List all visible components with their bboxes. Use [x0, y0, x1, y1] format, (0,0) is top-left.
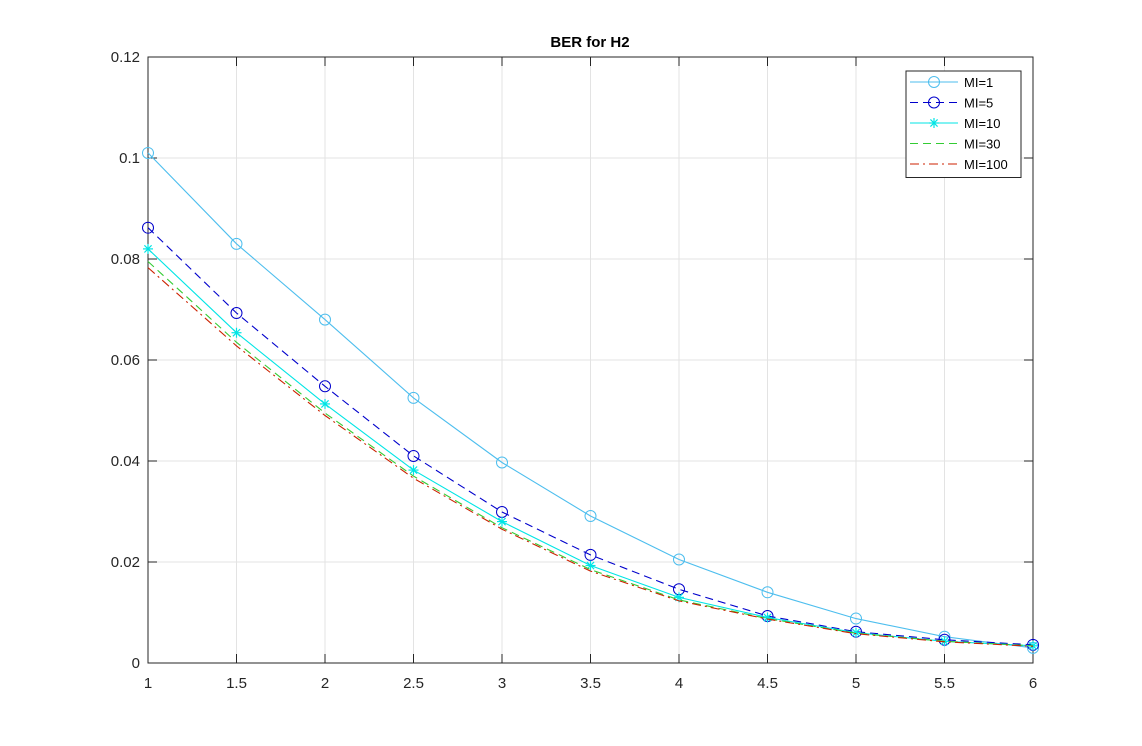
- axes: 1 1.5 2 2.5 3 3.5 4 4.5 5 5.5 6 0 0.02 0.04 0.06 0.08 0.…: [111, 49, 1037, 692]
- star-stroke: [143, 244, 153, 253]
- data-point: [320, 398, 330, 409]
- x-tick-label: 3: [498, 675, 506, 692]
- y-tick-label: 0.02: [111, 554, 140, 571]
- legend-label: MI=100: [964, 157, 1008, 172]
- data-point: [319, 380, 331, 393]
- star-stroke: [929, 118, 939, 128]
- star-stroke: [320, 399, 330, 408]
- data-point: [584, 510, 597, 523]
- y-tick-label: 0.12: [111, 49, 140, 66]
- x-tick-label: 4.5: [757, 675, 778, 692]
- legend-label: MI=30: [964, 137, 1001, 152]
- legend-label: MI=5: [964, 96, 993, 111]
- star-stroke: [763, 613, 772, 622]
- legend-label: MI=10: [964, 116, 1001, 131]
- star-stroke: [497, 517, 507, 526]
- legend-box: [905, 70, 1022, 178]
- data-point: [584, 548, 597, 561]
- x-tick-label: 4: [675, 675, 683, 692]
- x-tick-label: 5: [852, 675, 860, 692]
- x-tick-label: 2.5: [403, 675, 424, 692]
- data-point: [407, 391, 420, 404]
- data-point: [761, 586, 774, 599]
- legend-item: MI=5: [910, 96, 993, 111]
- legend-marker: [928, 96, 940, 109]
- series-mi-5: [142, 221, 1039, 651]
- data-point: [407, 449, 420, 462]
- legend: MI=1 MI=5 MI=10 MI=30 MI=100: [905, 70, 1022, 178]
- y-tick-label: 0.1: [119, 150, 140, 167]
- x-tick-label: 6: [1029, 675, 1037, 692]
- legend-marker: [929, 118, 939, 128]
- x-tick-label: 3.5: [580, 675, 601, 692]
- y-tick-label: 0.04: [111, 453, 140, 470]
- data-point: [230, 237, 243, 250]
- legend-item: MI=100: [910, 157, 1008, 172]
- star-stroke: [851, 628, 861, 637]
- data-point: [143, 243, 153, 254]
- data-point: [496, 456, 508, 469]
- data-point: [231, 327, 242, 338]
- series-line: [147, 227, 1034, 646]
- legend-item: MI=1: [910, 75, 993, 90]
- data-point: [142, 221, 154, 234]
- data-point: [497, 516, 507, 527]
- legend-item: MI=10: [910, 116, 1001, 131]
- x-tick-label: 1: [144, 675, 152, 692]
- legend-marker: [928, 76, 940, 88]
- y-tick-label: 0: [132, 655, 140, 672]
- series-line: [147, 152, 1034, 649]
- data-point: [673, 553, 685, 566]
- legend-item: MI=30: [910, 137, 1001, 152]
- series-mi-100: [147, 267, 1034, 647]
- star-stroke: [409, 466, 418, 475]
- y-tick-label: 0.08: [111, 251, 140, 268]
- series-layer: [142, 146, 1039, 654]
- data-point: [142, 146, 154, 159]
- series-line: [147, 267, 1034, 647]
- data-point: [408, 465, 419, 476]
- data-point: [850, 612, 862, 625]
- x-tick-label: 5.5: [934, 675, 955, 692]
- chart-title: BER for H2: [550, 34, 629, 51]
- legend-label: MI=1: [964, 75, 993, 90]
- star-stroke: [232, 328, 241, 337]
- y-tick-label: 0.06: [111, 352, 140, 369]
- x-tick-label: 1.5: [226, 675, 247, 692]
- data-point: [319, 313, 331, 326]
- x-tick-label: 2: [321, 675, 329, 692]
- data-point: [230, 307, 243, 320]
- series-mi-1: [142, 146, 1039, 654]
